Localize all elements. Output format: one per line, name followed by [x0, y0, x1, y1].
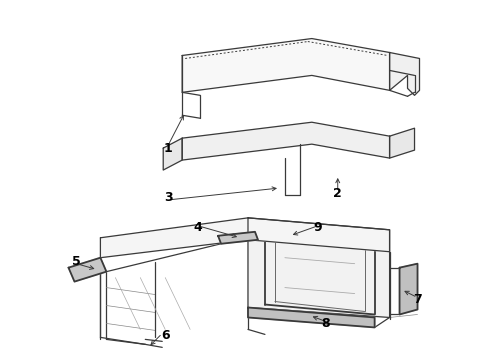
Polygon shape: [248, 218, 390, 318]
Text: 8: 8: [321, 317, 330, 330]
Polygon shape: [390, 128, 415, 158]
Polygon shape: [390, 53, 419, 95]
Polygon shape: [163, 138, 182, 170]
Polygon shape: [182, 122, 390, 160]
Text: 1: 1: [164, 141, 172, 155]
Text: 7: 7: [413, 293, 422, 306]
Polygon shape: [182, 39, 390, 92]
Polygon shape: [100, 218, 390, 258]
Text: 5: 5: [72, 255, 81, 268]
Text: 3: 3: [164, 192, 172, 204]
Text: 4: 4: [194, 221, 202, 234]
Polygon shape: [69, 258, 106, 282]
Polygon shape: [248, 307, 375, 328]
Polygon shape: [399, 264, 417, 315]
Text: 6: 6: [161, 329, 170, 342]
Text: 9: 9: [314, 221, 322, 234]
Polygon shape: [218, 232, 258, 244]
Text: 2: 2: [333, 188, 342, 201]
